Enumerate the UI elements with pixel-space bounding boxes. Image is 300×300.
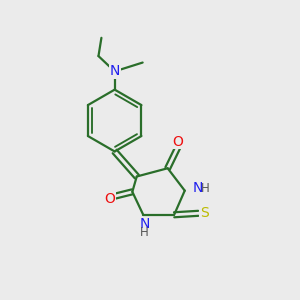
Text: H: H: [201, 182, 210, 195]
Text: H: H: [140, 226, 149, 239]
Text: N: N: [110, 64, 120, 78]
Text: S: S: [200, 206, 208, 220]
Text: O: O: [104, 192, 115, 206]
Text: O: O: [172, 135, 183, 149]
Text: N: N: [193, 181, 203, 195]
Text: N: N: [140, 217, 150, 231]
